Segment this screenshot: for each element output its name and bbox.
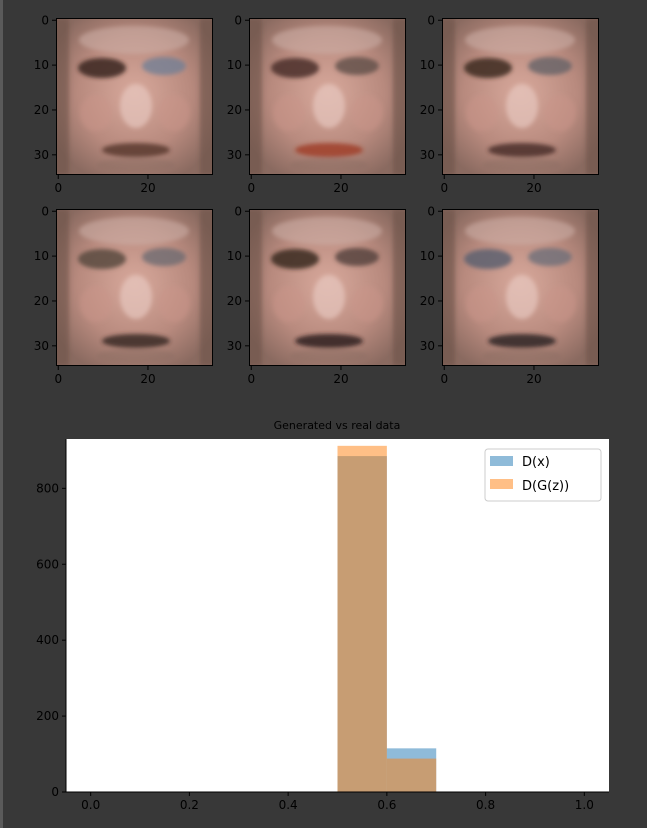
face-y-tick-label: 10 (227, 58, 242, 72)
y-tick-label: 400 (36, 633, 59, 647)
face-y-tick-label: 20 (34, 103, 49, 117)
legend-swatch-dgz (490, 479, 513, 489)
face-panel: 0 10 20 30 0 20 (227, 13, 406, 195)
face-y-tick-label: 10 (227, 249, 242, 263)
face-y-tick-label: 30 (227, 148, 242, 162)
y-ticks: 0 200 400 600 800 (36, 481, 66, 799)
face-y-tick-label: 0 (427, 13, 435, 27)
face-panel: 0 10 20 30 0 20 (34, 13, 213, 195)
face-y-tick-label: 20 (420, 294, 435, 308)
y-tick-label: 600 (36, 557, 59, 571)
x-tick-label: 0.2 (180, 798, 199, 812)
face-y-tick-label: 20 (420, 103, 435, 117)
face-y-tick-label: 10 (420, 249, 435, 263)
face-y-tick-label: 0 (41, 13, 49, 27)
x-tick-label: 0.8 (476, 798, 495, 812)
face-x-tick-label: 0 (54, 181, 62, 195)
face-x-tick-label: 20 (526, 372, 541, 386)
face-x-tick-label: 20 (140, 372, 155, 386)
legend-box (484, 448, 602, 502)
legend: D(x) D(G(z)) (484, 448, 602, 502)
face-y-tick-label: 0 (41, 204, 49, 218)
y-tick-label: 200 (36, 709, 59, 723)
left-border (0, 0, 3, 828)
face-y-tick-label: 10 (420, 58, 435, 72)
face-x-tick-label: 0 (440, 181, 448, 195)
face-x-tick-label: 20 (526, 181, 541, 195)
x-tick-label: 0.0 (81, 798, 100, 812)
y-tick-label: 0 (51, 785, 59, 799)
face-x-tick-label: 0 (54, 372, 62, 386)
face-y-tick-label: 10 (34, 249, 49, 263)
histogram: Generated vs real data 0.0 0.2 0.4 0.6 0.8 1.… (36, 419, 609, 812)
face-x-tick-label: 20 (140, 181, 155, 195)
legend-label-dx: D(x) (522, 455, 550, 470)
axes (65, 439, 609, 793)
face-x-tick-label: 0 (440, 372, 448, 386)
face-x-tick-label: 0 (247, 372, 255, 386)
face-y-tick-label: 20 (34, 294, 49, 308)
x-tick-label: 0.6 (377, 798, 396, 812)
face-y-tick-label: 20 (227, 103, 242, 117)
face-x-tick-label: 20 (333, 181, 348, 195)
legend-swatch-dx (490, 456, 513, 466)
face-y-tick-label: 30 (420, 148, 435, 162)
y-tick-label: 800 (36, 481, 59, 495)
x-tick-label: 0.4 (279, 798, 298, 812)
face-y-tick-label: 30 (227, 339, 242, 353)
face-y-tick-label: 30 (34, 339, 49, 353)
bar-d-g-z (337, 445, 387, 792)
bar-d-g-z (386, 758, 437, 792)
legend-label-dgz: D(G(z)) (522, 479, 569, 494)
face-y-tick-label: 0 (234, 13, 242, 27)
face-panel: 0 10 20 30 0 20 (420, 204, 599, 386)
x-ticks: 0.0 0.2 0.4 0.6 0.8 1.0 (81, 792, 594, 812)
face-y-tick-label: 10 (34, 58, 49, 72)
generated-faces-grid: 0 10 20 30 0 20 0 10 20 30 0 20 0 10 20 30 0 20 0 10 20 30 0 20… (34, 13, 599, 386)
face-y-tick-label: 20 (227, 294, 242, 308)
face-y-tick-label: 0 (234, 204, 242, 218)
chart-title: Generated vs real data (274, 419, 401, 432)
face-x-tick-label: 0 (247, 181, 255, 195)
face-y-tick-label: 30 (34, 148, 49, 162)
face-y-tick-label: 30 (420, 339, 435, 353)
bars (337, 445, 437, 792)
x-tick-label: 1.0 (575, 798, 594, 812)
face-x-tick-label: 20 (333, 372, 348, 386)
face-panel: 0 10 20 30 0 20 (227, 204, 406, 386)
face-y-tick-label: 0 (427, 204, 435, 218)
face-panel: 0 10 20 30 0 20 (420, 13, 599, 195)
face-panel: 0 10 20 30 0 20 (34, 204, 213, 386)
